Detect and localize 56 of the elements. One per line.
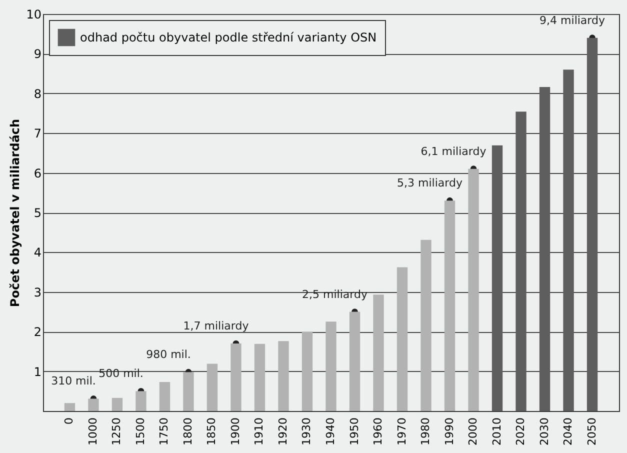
- y-tick-label: 3: [34, 285, 42, 300]
- y-tick-label: 6: [34, 166, 42, 180]
- annotation: 1,7 miliardy: [183, 320, 250, 333]
- x-tick-label: 1920: [276, 418, 290, 446]
- x-tick-label: 2050: [585, 418, 598, 446]
- y-tick-label: 5: [34, 206, 42, 220]
- bar: [206, 364, 218, 411]
- bar: [539, 87, 550, 411]
- bar: [492, 145, 503, 411]
- x-tick-label: 1500: [134, 418, 147, 446]
- x-tick-label: 1000: [86, 418, 100, 446]
- bar: [326, 322, 336, 411]
- x-tick-label: 1910: [252, 418, 266, 446]
- y-tick-label: 8: [34, 86, 42, 101]
- bar: [420, 240, 432, 411]
- annotation: 980 mil.: [146, 348, 191, 362]
- x-tick-label: 1990: [442, 418, 456, 446]
- y-tick-label: 9: [34, 47, 42, 62]
- x-tick-label: 1970: [395, 418, 408, 446]
- annotation: 6,1 miliardy: [420, 144, 487, 158]
- x-tick-label: 2040: [562, 418, 575, 446]
- bar: [112, 398, 123, 411]
- y-tick-label: 7: [34, 126, 42, 141]
- y-tick-label: 10: [26, 8, 42, 22]
- x-tick-label: 1980: [419, 418, 432, 446]
- annotation: 310 mil.: [51, 374, 96, 388]
- y-tick-label: 4: [34, 246, 42, 260]
- x-tick-label: 1960: [372, 418, 385, 446]
- bar: [373, 294, 384, 411]
- x-tick-label: 1850: [205, 418, 218, 446]
- x-tick-label: 1950: [348, 418, 361, 446]
- annotation: 5,3 miliardy: [397, 176, 463, 190]
- y-tick-label: 2: [34, 325, 42, 340]
- bar: [396, 267, 408, 411]
- x-tick-label: 2020: [514, 418, 528, 446]
- annotation: 9,4 miliardy: [540, 14, 606, 27]
- y-tick-label: 1: [34, 364, 42, 379]
- bar: [302, 332, 313, 411]
- bar: [159, 382, 170, 411]
- x-tick-label: 0: [62, 418, 76, 424]
- bar: [563, 70, 574, 411]
- y-axis-title: Počet obyvatel v miliardách: [8, 118, 22, 308]
- legend-label: odhad počtu obyvatel podle střední varianty OSN: [80, 30, 377, 44]
- x-tick-label: 2010: [490, 418, 504, 446]
- bar: [254, 344, 266, 411]
- x-tick-label: 1940: [324, 418, 337, 446]
- x-tick-label: 2000: [466, 418, 480, 446]
- x-tick-label: 1800: [181, 418, 194, 446]
- bar: [516, 112, 526, 411]
- x-tick-label: 1750: [158, 418, 171, 446]
- x-tick-label: 1900: [228, 418, 242, 446]
- bar: [278, 341, 289, 411]
- x-tick-label: 1250: [110, 418, 124, 446]
- x-tick-label: 2030: [538, 418, 551, 446]
- x-tick-label: 1930: [300, 418, 314, 446]
- bar: [64, 403, 76, 411]
